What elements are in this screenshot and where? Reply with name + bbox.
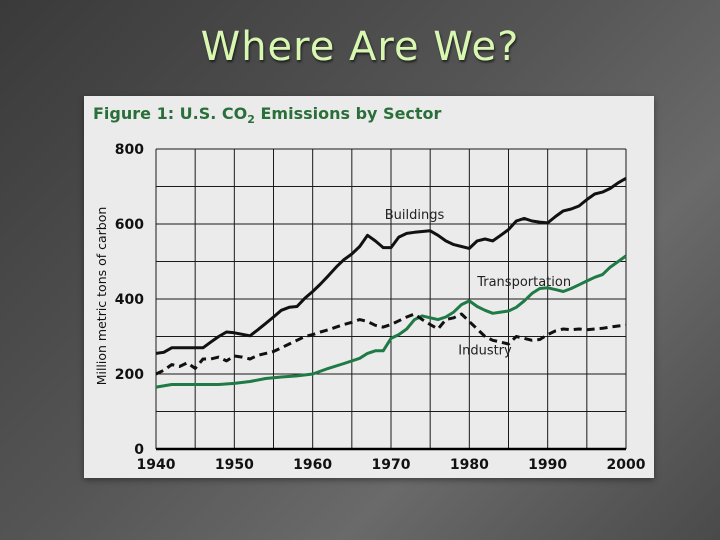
x-tick-label-2000: 2000 — [607, 457, 646, 473]
x-tick-label-1970: 1970 — [372, 457, 411, 473]
y-tick-label-0: 0 — [134, 442, 144, 458]
x-tick-label-1960: 1960 — [293, 457, 332, 473]
series-label-industry: Industry — [458, 344, 512, 359]
chart-title-suffix: Emissions by Sector — [255, 104, 442, 123]
chart-title: Figure 1: U.S. CO2 Emissions by Sector — [93, 104, 442, 126]
series-label-buildings: Buildings — [385, 208, 445, 223]
x-tick-label-1990: 1990 — [528, 457, 567, 473]
y-tick-label-200: 200 — [115, 367, 144, 383]
slide-title: Where Are We? — [200, 24, 520, 70]
series-label-transportation: Transportation — [476, 275, 571, 290]
label-layer: Buildings Transportation Industry — [385, 208, 571, 358]
x-tick-label-1950: 1950 — [215, 457, 254, 473]
chart-svg: Figure 1: U.S. CO2 Emissions by Sector M… — [93, 104, 646, 473]
y-tick-label-600: 600 — [115, 217, 144, 233]
y-tick-label-400: 400 — [115, 292, 144, 308]
series-line-transportation — [155, 254, 627, 389]
chart-title-prefix: Figure 1: U.S. CO — [93, 104, 247, 123]
y-tick-label-800: 800 — [115, 142, 144, 158]
x-tick-label-1980: 1980 — [450, 457, 489, 473]
series-line-buildings — [155, 177, 627, 355]
chart-figure: Figure 1: U.S. CO2 Emissions by Sector M… — [84, 96, 654, 478]
series-layer — [155, 177, 627, 389]
grid-layer — [156, 149, 626, 449]
y-axis-label: Million metric tons of carbon — [94, 207, 109, 386]
axis-layer: 0 200 400 600 800 1940 1950 1960 1970 1980 1990 200… — [115, 142, 646, 473]
chart-title-subscript: 2 — [247, 113, 255, 126]
x-tick-label-1940: 1940 — [137, 457, 176, 473]
